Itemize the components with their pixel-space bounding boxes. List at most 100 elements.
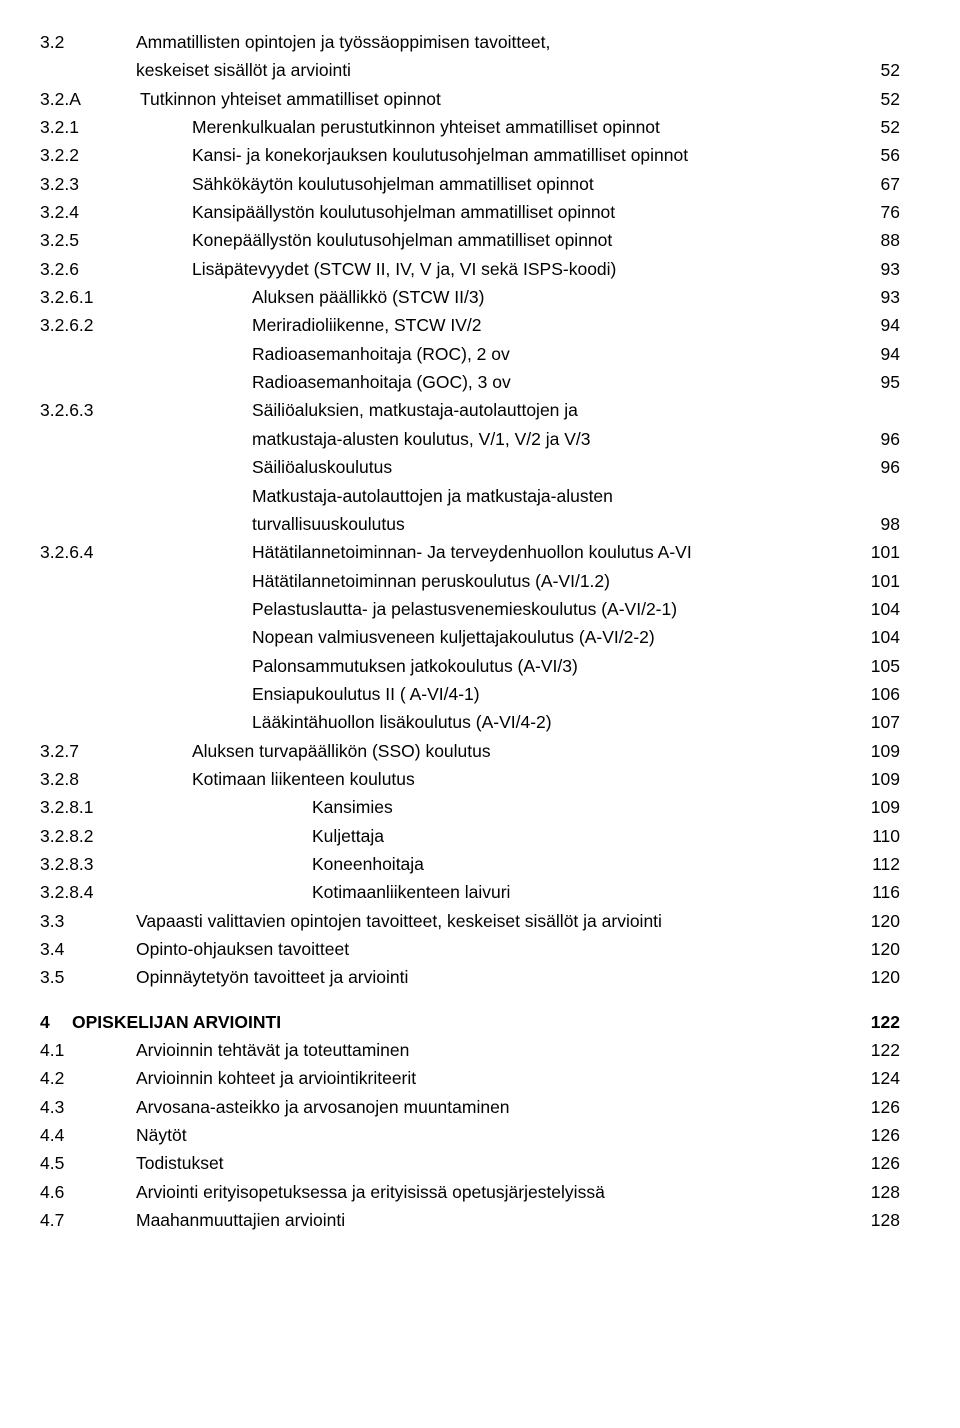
toc-page-number: 120 xyxy=(860,963,900,991)
toc-page-number: 98 xyxy=(860,510,900,538)
toc-page-number: 93 xyxy=(860,255,900,283)
toc-row: Hätätilannetoiminnan peruskoulutus (A-VI… xyxy=(40,567,900,595)
toc-page-number: 128 xyxy=(860,1206,900,1234)
toc-row: Nopean valmiusveneen kuljettajakoulutus … xyxy=(40,623,900,651)
toc-page-number: 120 xyxy=(860,907,900,935)
toc-number: 3.2.5 xyxy=(40,226,192,254)
toc-label: Merenkulkualan perustutkinnon yhteiset a… xyxy=(192,113,860,141)
toc-page-number: 104 xyxy=(860,623,900,651)
toc-row: 3.5Opinnäytetyön tavoitteet ja arviointi… xyxy=(40,963,900,991)
toc-page-number: 122 xyxy=(860,1008,900,1036)
toc-page-number: 128 xyxy=(860,1178,900,1206)
toc-page-number: 126 xyxy=(860,1149,900,1177)
toc-page-number: 96 xyxy=(860,425,900,453)
toc-page-number: 88 xyxy=(860,226,900,254)
toc-row: 4.1Arvioinnin tehtävät ja toteuttaminen1… xyxy=(40,1036,900,1064)
toc-page-number: 94 xyxy=(860,340,900,368)
toc-number: 3.2.1 xyxy=(40,113,192,141)
toc-page-number: 67 xyxy=(860,170,900,198)
toc-page-number: 94 xyxy=(860,311,900,339)
toc-label: Arvioinnin tehtävät ja toteuttaminen xyxy=(136,1036,860,1064)
toc-number: 3.5 xyxy=(40,963,136,991)
toc-row: 4.2Arvioinnin kohteet ja arviointikritee… xyxy=(40,1064,900,1092)
toc-number: 3.4 xyxy=(40,935,136,963)
toc-label: Kotimaanliikenteen laivuri xyxy=(312,878,860,906)
toc-row: 3.4Opinto-ohjauksen tavoitteet120 xyxy=(40,935,900,963)
toc-label: Maahanmuuttajien arviointi xyxy=(136,1206,860,1234)
toc-page-number: 122 xyxy=(860,1036,900,1064)
toc-row: 4.3Arvosana-asteikko ja arvosanojen muun… xyxy=(40,1093,900,1121)
toc-page-number: 52 xyxy=(860,113,900,141)
toc-page-number: 126 xyxy=(860,1121,900,1149)
toc-number: 4.1 xyxy=(40,1036,136,1064)
toc-row: Radioasemanhoitaja (ROC), 2 ov94 xyxy=(40,340,900,368)
toc-number: 3.2.8 xyxy=(40,765,192,793)
toc-number: 3.2.2 xyxy=(40,141,192,169)
toc-row: Lääkintähuollon lisäkoulutus (A-VI/4-2)1… xyxy=(40,708,900,736)
toc-row: 3.2.8.4Kotimaanliikenteen laivuri116 xyxy=(40,878,900,906)
toc-number: 3.2.6.3 xyxy=(40,396,252,424)
toc-row: 3.2.1Merenkulkualan perustutkinnon yhtei… xyxy=(40,113,900,141)
toc-label: Meriradioliikenne, STCW IV/2 xyxy=(252,311,860,339)
toc-label: Kansimies xyxy=(312,793,860,821)
toc-label: Koneenhoitaja xyxy=(312,850,860,878)
toc-label: Tutkinnon yhteiset ammatilliset opinnot xyxy=(140,85,860,113)
toc-label: Opinto-ohjauksen tavoitteet xyxy=(136,935,860,963)
toc-page-number: 96 xyxy=(860,453,900,481)
toc-number: 4.6 xyxy=(40,1178,136,1206)
toc-label: Pelastuslautta- ja pelastusvenemieskoulu… xyxy=(252,595,860,623)
toc-label: Hätätilannetoiminnan peruskoulutus (A-VI… xyxy=(252,567,860,595)
toc-page-number: 101 xyxy=(860,538,900,566)
toc-row: Säiliöaluskoulutus96 xyxy=(40,453,900,481)
toc-number: 4.3 xyxy=(40,1093,136,1121)
toc-label: Kotimaan liikenteen koulutus xyxy=(192,765,860,793)
toc-label: Arviointi erityisopetuksessa ja erityisi… xyxy=(136,1178,860,1206)
toc-label: Nopean valmiusveneen kuljettajakoulutus … xyxy=(252,623,860,651)
toc-number: 3.2.8.2 xyxy=(40,822,312,850)
toc-page-number: 116 xyxy=(860,878,900,906)
toc-label: OPISKELIJAN ARVIOINTI xyxy=(72,1008,860,1036)
toc-row: 3.2.7Aluksen turvapäällikön (SSO) koulut… xyxy=(40,737,900,765)
toc-number: 3.2.6.4 xyxy=(40,538,252,566)
toc-label: Radioasemanhoitaja (ROC), 2 ov xyxy=(252,340,860,368)
toc-number: 4 xyxy=(40,1008,72,1036)
toc-number: 3.2.7 xyxy=(40,737,192,765)
toc-row: Palonsammutuksen jatkokoulutus (A-VI/3)1… xyxy=(40,652,900,680)
toc-number: 3.2.8.4 xyxy=(40,878,312,906)
toc-number: 3.2.6.2 xyxy=(40,311,252,339)
toc-label: Säiliöaluskoulutus xyxy=(252,453,860,481)
toc-label: turvallisuuskoulutus xyxy=(252,510,860,538)
toc-row: 3.2.6Lisäpätevyydet (STCW II, IV, V ja, … xyxy=(40,255,900,283)
toc-label: Arvioinnin kohteet ja arviointikriteerit xyxy=(136,1064,860,1092)
toc-number: 4.2 xyxy=(40,1064,136,1092)
toc-page-number: 120 xyxy=(860,935,900,963)
toc-row: matkustaja-alusten koulutus, V/1, V/2 ja… xyxy=(40,425,900,453)
toc-number: 3.2.6 xyxy=(40,255,192,283)
toc-page-number: 109 xyxy=(860,765,900,793)
toc-row: Matkustaja-autolauttojen ja matkustaja-a… xyxy=(40,482,900,510)
toc-label: Ensiapukoulutus II ( A-VI/4-1) xyxy=(252,680,860,708)
toc-row: 4.6Arviointi erityisopetuksessa ja erity… xyxy=(40,1178,900,1206)
toc-page-number: 109 xyxy=(860,737,900,765)
toc-label: Konepäällystön koulutusohjelman ammatill… xyxy=(192,226,860,254)
toc-row: 3.2.8.2Kuljettaja110 xyxy=(40,822,900,850)
toc-number: 4.5 xyxy=(40,1149,136,1177)
toc-row: 3.2.3Sähkökäytön koulutusohjelman ammati… xyxy=(40,170,900,198)
toc-label: Lääkintähuollon lisäkoulutus (A-VI/4-2) xyxy=(252,708,860,736)
toc-row: 4OPISKELIJAN ARVIOINTI122 xyxy=(40,1008,900,1036)
toc-number: 3.2.A xyxy=(40,85,140,113)
toc-page-number: 112 xyxy=(860,850,900,878)
toc-row: 3.2Ammatillisten opintojen ja työssäoppi… xyxy=(40,28,900,56)
toc-row: 4.4Näytöt126 xyxy=(40,1121,900,1149)
toc-page: 3.2Ammatillisten opintojen ja työssäoppi… xyxy=(0,0,960,1428)
toc-label: Näytöt xyxy=(136,1121,860,1149)
toc-page-number: 105 xyxy=(860,652,900,680)
toc-number: 3.2.3 xyxy=(40,170,192,198)
toc-row: 3.2.6.1Aluksen päällikkö (STCW II/3)93 xyxy=(40,283,900,311)
toc-label: keskeiset sisällöt ja arviointi xyxy=(136,56,860,84)
toc-label: Kuljettaja xyxy=(312,822,860,850)
toc-label: Aluksen turvapäällikön (SSO) koulutus xyxy=(192,737,860,765)
toc-label: Ammatillisten opintojen ja työssäoppimis… xyxy=(136,28,860,56)
toc-page-number: 101 xyxy=(860,567,900,595)
toc-page-number: 124 xyxy=(860,1064,900,1092)
